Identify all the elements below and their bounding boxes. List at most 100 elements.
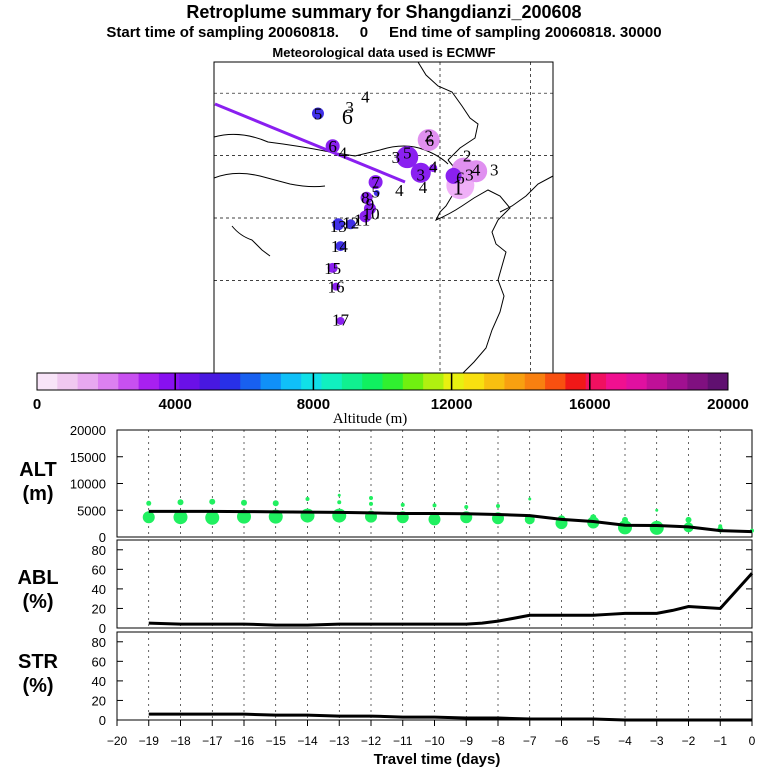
colorbar-segment [402,373,424,390]
altitude-spread-marker [496,503,500,508]
colorbar-segment [443,373,465,390]
x-tick-label: −7 [523,734,537,748]
colorbar-segment [667,373,688,390]
x-tick-label: −13 [329,734,350,748]
chart-title: Retroplume summary for Shangdianzi_20060… [186,2,582,22]
map-marker [360,191,373,204]
altitude-spread-marker [205,510,220,525]
map-day-label: 5 [403,143,412,162]
colorbar-segment [463,373,485,390]
coastline [417,61,479,161]
map-day-label: 6 [328,137,337,156]
colorbar-tick-label: 8000 [297,396,330,413]
map-day-label: 4 [429,158,438,177]
y-tick-label: 20 [92,601,106,616]
altitude-colorbar: 0 4000 8000 12000 16000 20000 Altitude (m) [33,372,749,427]
x-tick-label: −19 [139,734,160,748]
map-marker [429,164,438,173]
colorbar-segment [646,373,668,390]
colorbar-segment [37,373,58,390]
colorbar-segment [240,373,262,390]
map-marker [410,162,431,183]
y-tick-label: 15000 [70,450,106,465]
x-tick-label: 0 [749,734,756,748]
x-axis-title: Travel time (days) [374,751,501,768]
altitude-spread-marker [337,500,342,505]
altitude-spread-marker [655,508,659,512]
colorbar-segment [504,373,526,390]
map-day-label: 3 [417,165,426,184]
altitude-spread-marker [305,497,310,502]
y-tick-label: 80 [92,543,106,558]
map-marker [396,146,419,169]
altitude-spread-marker [464,505,469,510]
map-day-label: 7 [371,173,380,192]
y-tick-label: 5000 [77,503,106,518]
colorbar-segment [341,373,363,390]
colorbar-tick-label: 12000 [431,396,473,413]
colorbar-segment [118,373,140,390]
coastline [434,159,511,375]
abl-unit-label: (%) [22,591,53,613]
map-marker [373,190,380,197]
altitude-spread-marker [209,498,216,505]
colorbar-segment [219,373,241,390]
x-tick-label: −3 [650,734,664,748]
altitude-spread-marker [400,502,405,507]
map-marker [327,262,338,273]
colorbar-segment [97,373,119,390]
map-day-label: 17 [332,310,350,329]
colorbar-segment [524,373,546,390]
altitude-spread-marker [272,500,279,507]
altitude-spread-marker [718,524,723,529]
map-marker [336,316,345,325]
map-marker [311,107,324,120]
altitude-spread-marker [146,500,152,506]
map-coastlines [213,61,554,375]
map-marker [465,160,488,183]
map-day-label: 12 [342,214,359,233]
map-day-label: 11 [354,211,370,230]
colorbar-segment [199,373,221,390]
map-day-label: 3 [490,161,499,180]
map-day-label: 5 [314,104,323,123]
altitude-spread-marker [528,497,532,501]
map-marker [417,129,440,151]
y-tick-label: 0 [99,621,106,636]
x-tick-label: −14 [297,734,318,748]
str-panel: 0 20 40 60 80 [92,631,753,728]
map-day-label: 4 [472,161,481,180]
map-marker [335,241,346,252]
alt-unit-label: (m) [22,483,53,505]
map-day-label: 3 [345,98,354,117]
y-tick-label: 10000 [70,477,106,492]
series-line [148,572,754,627]
map-marker [445,167,462,184]
y-tick-label: 80 [92,635,106,650]
colorbar-title: Altitude (m) [333,411,408,427]
map-day-label: 4 [419,178,428,197]
colorbar-segment [707,373,729,390]
x-tick-label: −4 [618,734,632,748]
series-line [148,712,752,722]
altitude-spread-marker [337,493,341,497]
altitude-spread-marker [685,516,692,523]
map-day-label: 14 [331,237,349,256]
str-label: STR [18,651,59,673]
colorbar-segment [687,373,709,390]
y-tick-label: 20 [92,693,106,708]
altitude-spread-marker [142,511,155,524]
map-day-label: 6 [342,104,353,129]
map-day-label: 13 [330,217,347,236]
map-day-label: 9 [366,195,375,214]
x-tick-label: −20 [107,734,128,748]
y-tick-label: 0 [99,530,106,545]
map-day-label: 1 [453,174,464,199]
colorbar-tick-label: 20000 [707,396,749,413]
sampling-time-line: Start time of sampling 20060818. 0 End t… [106,24,662,41]
map-day-label: 2 [463,147,472,166]
colorbar-segment [585,373,607,390]
altitude-spread-marker [241,499,247,506]
alt-panel: 0 5000 10000 15000 20000 [70,423,754,545]
